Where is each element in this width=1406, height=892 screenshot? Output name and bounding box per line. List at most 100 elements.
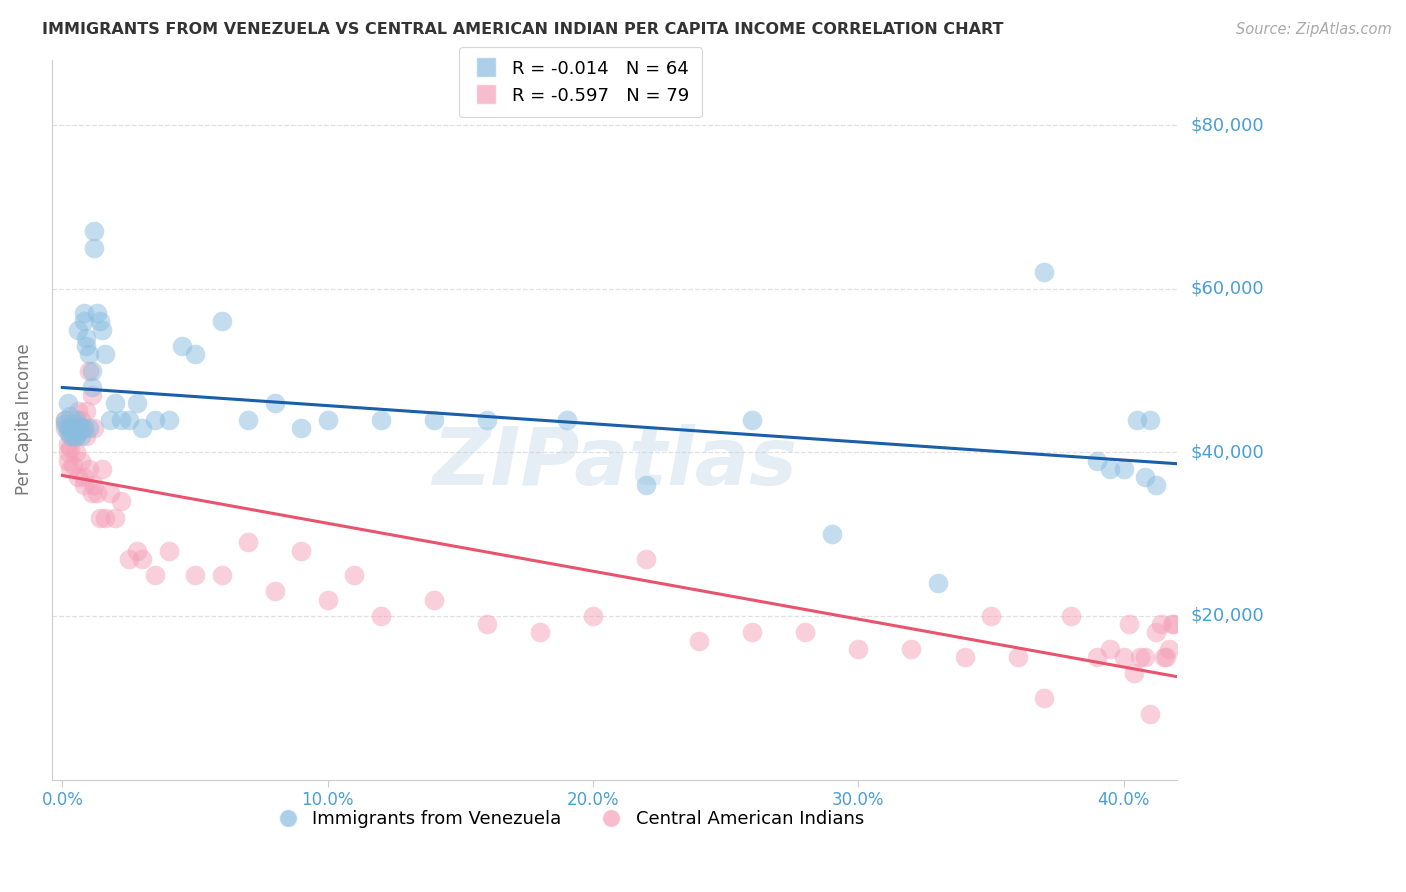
- Point: [475, 617, 498, 632]
- Point: [67, 425, 90, 439]
- Point: [72, 306, 94, 320]
- Point: [423, 592, 446, 607]
- Point: [1085, 453, 1108, 467]
- Point: [70, 429, 93, 443]
- Point: [59, 442, 82, 456]
- Point: [1033, 265, 1056, 279]
- Point: [77, 347, 100, 361]
- Point: [91, 461, 114, 475]
- Point: [1133, 649, 1156, 664]
- Point: [80, 486, 103, 500]
- Point: [1112, 461, 1135, 475]
- Point: [67, 323, 90, 337]
- Point: [636, 478, 658, 492]
- Point: [67, 421, 90, 435]
- Point: [555, 412, 578, 426]
- Point: [56, 445, 79, 459]
- Point: [1154, 649, 1177, 664]
- Point: [794, 625, 817, 640]
- Point: [1112, 649, 1135, 664]
- Point: [1133, 470, 1156, 484]
- Point: [143, 568, 166, 582]
- Point: [83, 241, 105, 255]
- Point: [62, 421, 84, 435]
- Point: [98, 412, 121, 426]
- Point: [110, 494, 132, 508]
- Point: [236, 412, 259, 426]
- Point: [636, 551, 658, 566]
- Point: [86, 486, 108, 500]
- Point: [77, 461, 100, 475]
- Point: [475, 412, 498, 426]
- Text: $40,000: $40,000: [1191, 443, 1264, 461]
- Point: [370, 609, 392, 624]
- Legend: Immigrants from Venezuela, Central American Indians: Immigrants from Venezuela, Central Ameri…: [267, 803, 872, 836]
- Point: [1144, 625, 1167, 640]
- Point: [75, 404, 97, 418]
- Point: [170, 339, 193, 353]
- Point: [91, 323, 114, 337]
- Point: [125, 543, 148, 558]
- Point: [59, 409, 82, 423]
- Point: [53, 421, 76, 435]
- Point: [56, 425, 79, 439]
- Point: [343, 568, 366, 582]
- Point: [56, 396, 79, 410]
- Point: [1085, 649, 1108, 664]
- Point: [131, 421, 153, 435]
- Point: [110, 412, 132, 426]
- Point: [65, 421, 87, 435]
- Point: [67, 404, 90, 418]
- Point: [53, 412, 76, 426]
- Point: [80, 388, 103, 402]
- Point: [1160, 617, 1182, 632]
- Point: [75, 429, 97, 443]
- Point: [67, 421, 90, 435]
- Point: [582, 609, 605, 624]
- Point: [263, 396, 285, 410]
- Point: [72, 421, 94, 435]
- Point: [72, 421, 94, 435]
- Point: [53, 417, 76, 431]
- Point: [184, 347, 207, 361]
- Point: [1139, 707, 1161, 722]
- Text: Source: ZipAtlas.com: Source: ZipAtlas.com: [1236, 22, 1392, 37]
- Point: [77, 421, 100, 435]
- Y-axis label: Per Capita Income: Per Capita Income: [15, 343, 32, 495]
- Point: [77, 363, 100, 377]
- Point: [125, 396, 148, 410]
- Point: [1163, 617, 1185, 632]
- Point: [70, 453, 93, 467]
- Point: [316, 592, 339, 607]
- Point: [157, 412, 180, 426]
- Point: [118, 551, 141, 566]
- Point: [1123, 666, 1146, 681]
- Point: [316, 412, 339, 426]
- Point: [75, 339, 97, 353]
- Point: [290, 421, 312, 435]
- Text: $80,000: $80,000: [1191, 116, 1264, 134]
- Point: [143, 412, 166, 426]
- Point: [118, 412, 141, 426]
- Point: [86, 306, 108, 320]
- Point: [104, 510, 127, 524]
- Point: [157, 543, 180, 558]
- Text: $60,000: $60,000: [1191, 280, 1264, 298]
- Point: [848, 641, 870, 656]
- Point: [80, 380, 103, 394]
- Point: [980, 609, 1002, 624]
- Point: [89, 314, 111, 328]
- Point: [83, 421, 105, 435]
- Point: [94, 347, 117, 361]
- Point: [1118, 617, 1140, 632]
- Point: [98, 486, 121, 500]
- Point: [67, 470, 90, 484]
- Point: [900, 641, 922, 656]
- Point: [688, 633, 710, 648]
- Point: [290, 543, 312, 558]
- Point: [529, 625, 551, 640]
- Point: [236, 535, 259, 549]
- Point: [56, 421, 79, 435]
- Text: $20,000: $20,000: [1191, 607, 1264, 625]
- Point: [59, 461, 82, 475]
